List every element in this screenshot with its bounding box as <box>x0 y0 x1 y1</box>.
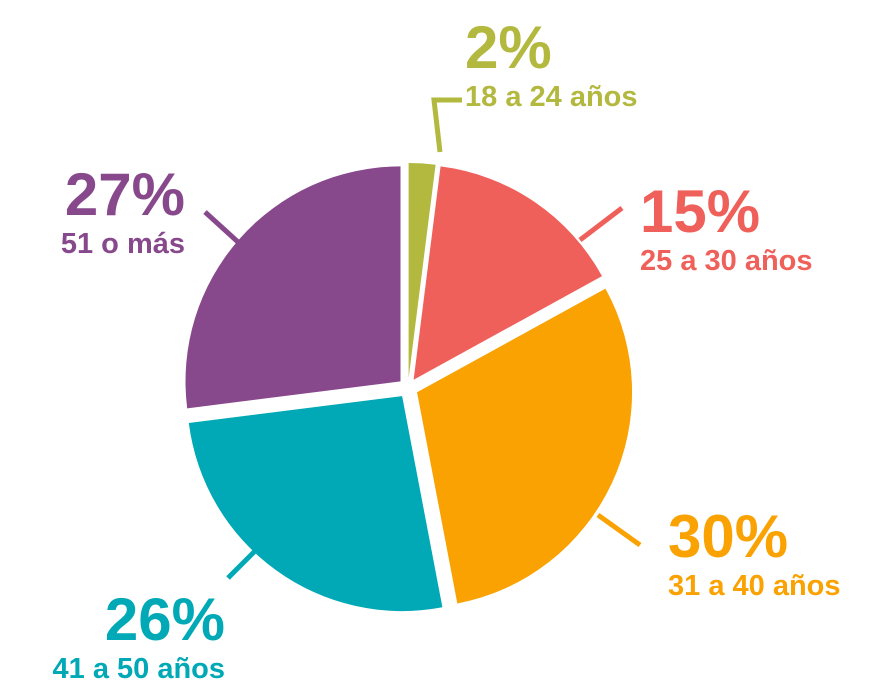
pie-slice <box>188 396 443 612</box>
value-label: 30% <box>668 503 788 570</box>
category-label: 31 a 40 años <box>668 570 841 602</box>
value-label: 26% <box>105 586 225 653</box>
pie-slice <box>408 163 436 379</box>
leader-line <box>596 512 642 548</box>
value-label: 15% <box>640 178 760 245</box>
pie-slice <box>413 166 603 380</box>
value-label: 2% <box>465 14 552 81</box>
value-label: 27% <box>65 161 185 228</box>
category-label: 51 o más <box>61 228 185 260</box>
leader-line <box>578 206 624 242</box>
leader-line <box>431 97 462 153</box>
category-label: 25 a 30 años <box>640 245 813 277</box>
leader-line <box>226 546 260 580</box>
pie-slice <box>185 166 401 409</box>
leader-line <box>203 210 240 244</box>
category-label: 41 a 50 años <box>53 653 226 683</box>
pie-slice <box>417 288 633 604</box>
category-label: 18 a 24 años <box>465 81 638 113</box>
